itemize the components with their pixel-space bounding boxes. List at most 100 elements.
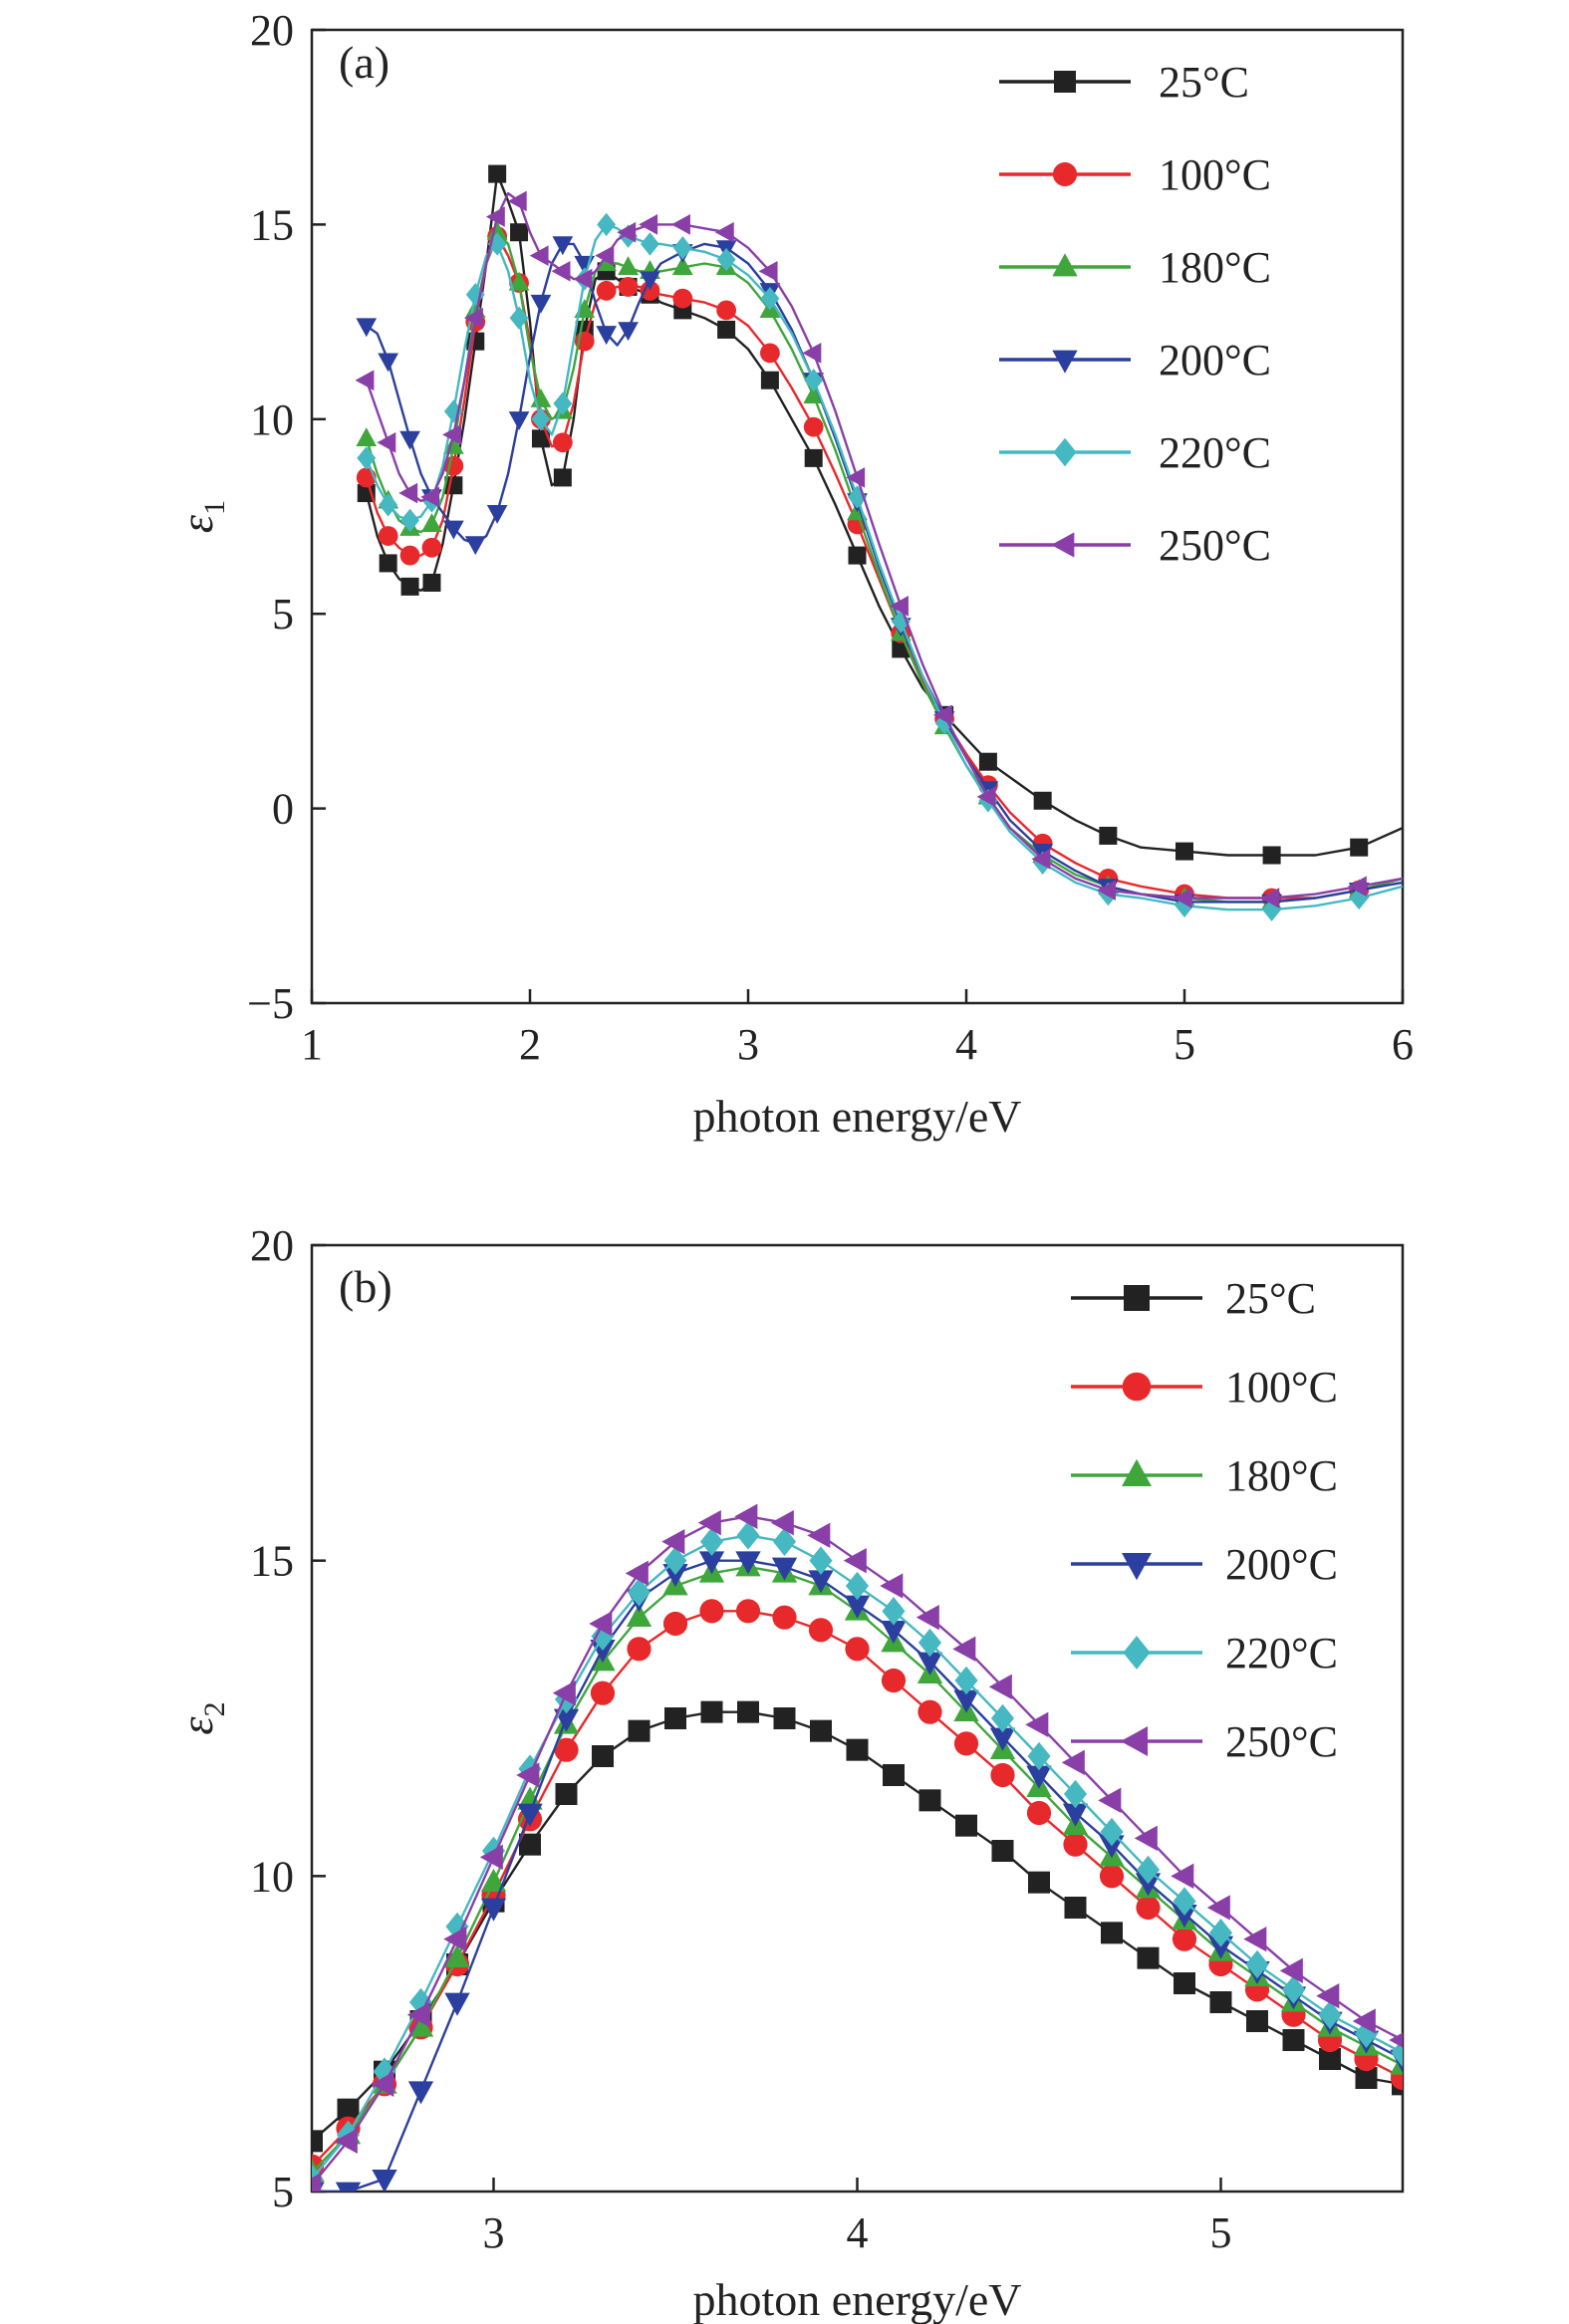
data-point bbox=[627, 1578, 652, 1607]
data-point bbox=[421, 537, 442, 558]
panel-label: (b) bbox=[339, 1261, 392, 1312]
data-point bbox=[802, 343, 822, 364]
data-point bbox=[378, 353, 398, 373]
legend-item: 220°C bbox=[1071, 1629, 1338, 1678]
legend-item: 250°C bbox=[1071, 1717, 1338, 1766]
series-line bbox=[312, 1710, 1403, 2143]
data-point bbox=[844, 1595, 871, 1619]
data-point bbox=[882, 1597, 906, 1626]
legend-marker bbox=[1124, 1285, 1150, 1311]
data-point bbox=[625, 1560, 649, 1586]
data-point bbox=[640, 280, 660, 301]
legend-item: 180°C bbox=[1071, 1451, 1338, 1500]
data-point bbox=[1135, 1873, 1162, 1897]
x-tick-label: 3 bbox=[737, 1020, 759, 1069]
x-tick-label: 3 bbox=[483, 2208, 505, 2257]
data-point bbox=[406, 2002, 430, 2028]
data-point bbox=[1174, 1972, 1195, 1994]
legend-label: 25°C bbox=[1225, 1274, 1316, 1323]
data-point bbox=[517, 1803, 543, 1827]
data-point bbox=[398, 482, 418, 504]
series-100°C bbox=[312, 1599, 1403, 2179]
legend-marker bbox=[1123, 1636, 1151, 1670]
legend-label: 220°C bbox=[1159, 428, 1271, 477]
data-point bbox=[488, 164, 507, 183]
data-point bbox=[595, 245, 615, 267]
data-point bbox=[1062, 1803, 1089, 1827]
data-point bbox=[1208, 1919, 1233, 1947]
data-point bbox=[953, 1731, 979, 1756]
data-point bbox=[758, 260, 778, 282]
data-point bbox=[1134, 1825, 1158, 1851]
legend-item: 25°C bbox=[999, 58, 1249, 107]
data-point bbox=[770, 1510, 794, 1536]
data-point bbox=[1101, 1922, 1123, 1944]
data-point bbox=[596, 326, 617, 346]
data-point bbox=[464, 307, 483, 329]
data-point bbox=[915, 1605, 939, 1631]
data-point bbox=[618, 256, 639, 276]
data-point bbox=[337, 2098, 360, 2121]
data-point bbox=[1319, 2048, 1341, 2070]
data-point bbox=[617, 221, 637, 243]
data-point bbox=[1173, 1887, 1196, 1916]
data-point bbox=[891, 610, 911, 634]
data-point bbox=[356, 318, 378, 338]
data-point bbox=[1098, 1787, 1122, 1813]
data-point bbox=[590, 1680, 616, 1705]
y-tick-label: 20 bbox=[250, 6, 294, 55]
y-tick-label: 10 bbox=[250, 1852, 294, 1901]
data-point bbox=[917, 1699, 942, 1724]
data-point bbox=[420, 486, 440, 508]
data-point bbox=[735, 1551, 761, 1575]
data-point bbox=[672, 288, 693, 309]
data-point bbox=[444, 1992, 470, 2016]
data-point bbox=[991, 1840, 1014, 1862]
data-point bbox=[1063, 1832, 1088, 1857]
data-point bbox=[554, 1737, 579, 1762]
data-point bbox=[1171, 1863, 1194, 1889]
legend-item: 250°C bbox=[999, 521, 1271, 570]
y-tick-label: −5 bbox=[247, 979, 294, 1028]
series-25°C bbox=[312, 1700, 1403, 2153]
data-point bbox=[990, 1762, 1015, 1788]
x-axis-label: photon energy/eV bbox=[692, 2274, 1021, 2324]
data-point bbox=[671, 256, 693, 276]
data-point bbox=[1279, 1957, 1303, 1983]
data-point bbox=[881, 1668, 907, 1693]
data-point bbox=[883, 1764, 905, 1786]
data-point bbox=[592, 1745, 614, 1767]
x-tick-label: 4 bbox=[847, 2208, 869, 2257]
data-point bbox=[444, 1943, 470, 1968]
data-point bbox=[760, 286, 780, 311]
data-point bbox=[443, 520, 464, 540]
data-point bbox=[378, 526, 398, 546]
data-point bbox=[640, 271, 660, 291]
data-point bbox=[955, 1814, 977, 1837]
data-point bbox=[890, 596, 909, 617]
x-tick-label: 5 bbox=[1174, 1020, 1195, 1069]
data-point bbox=[881, 1620, 907, 1645]
data-point bbox=[628, 1719, 651, 1742]
data-point bbox=[379, 554, 397, 573]
x-tick-label: 4 bbox=[955, 1020, 977, 1069]
data-point bbox=[803, 385, 825, 404]
legend-marker bbox=[1122, 1458, 1152, 1487]
data-point bbox=[400, 577, 419, 596]
panel-label: (a) bbox=[339, 37, 390, 88]
data-point bbox=[552, 1680, 576, 1706]
legend-marker bbox=[1053, 437, 1077, 467]
data-point bbox=[551, 260, 571, 282]
data-point bbox=[1260, 888, 1280, 908]
y-tick-label: 5 bbox=[272, 590, 294, 639]
data-point bbox=[597, 212, 617, 237]
data-point bbox=[422, 573, 441, 592]
data-point bbox=[464, 536, 486, 556]
data-point bbox=[716, 247, 736, 272]
legend-label: 100°C bbox=[1225, 1363, 1338, 1412]
data-point bbox=[1064, 1897, 1087, 1919]
data-point bbox=[1318, 2000, 1342, 2029]
data-point bbox=[486, 504, 508, 524]
series-220°C bbox=[312, 1521, 1403, 2192]
data-point bbox=[377, 431, 396, 453]
